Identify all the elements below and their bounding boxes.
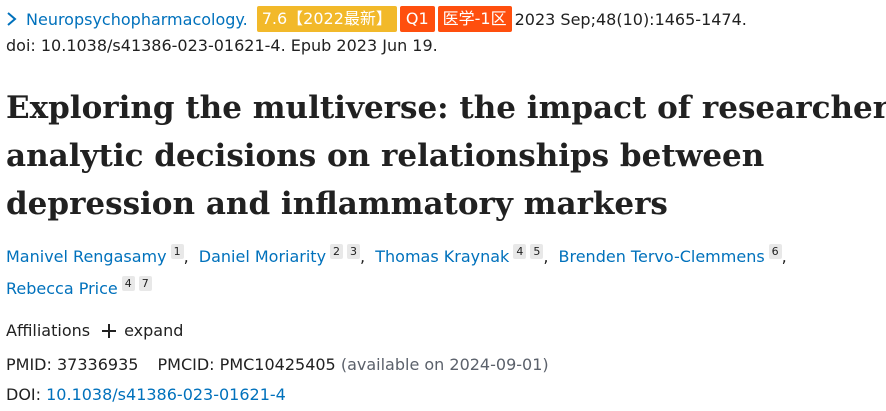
journal-link[interactable]: Neuropsychopharmacology.	[26, 9, 248, 29]
author-item: Brenden Tervo-Clemmens 6,	[558, 244, 792, 266]
author-list: Manivel Rengasamy 1, Daniel Moriarity 2 3, …	[6, 241, 876, 305]
pmid-value: 37336935	[56, 355, 139, 374]
author-item: Thomas Kraynak 4 5,	[375, 244, 558, 266]
cas-zone-badge: 医学-1区	[437, 6, 512, 32]
author-item: Manivel Rengasamy 1,	[6, 244, 199, 266]
plus-icon	[102, 323, 117, 338]
quartile-badge: Q1	[399, 6, 435, 32]
affiliation-ref[interactable]: 6	[768, 244, 782, 259]
author-link[interactable]: Rebecca Price	[6, 279, 118, 298]
doi-row: DOI: 10.1038/s41386-023-01621-4	[6, 385, 286, 404]
author-item: Daniel Moriarity 2 3,	[198, 244, 375, 266]
affiliations-section: Affiliations expand	[6, 321, 183, 340]
citation-doi-epub: doi: 10.1038/s41386-023-01621-4. Epub 20…	[6, 36, 438, 55]
article-title-line: depression and inflammatory markers	[6, 186, 668, 222]
pmcid-value: PMC10425405	[219, 355, 336, 374]
affiliation-ref[interactable]: 5	[530, 244, 544, 259]
author-link[interactable]: Brenden Tervo-Clemmens	[558, 247, 765, 266]
affiliation-ref[interactable]: 1	[170, 244, 184, 259]
affiliation-ref[interactable]: 7	[138, 276, 152, 291]
pmcid-label: PMCID:	[157, 355, 215, 374]
affiliation-ref[interactable]: 3	[347, 244, 361, 259]
author-separator: ,	[183, 247, 189, 266]
author-link[interactable]: Manivel Rengasamy	[6, 247, 167, 266]
author-separator: ,	[360, 247, 366, 266]
author-separator: ,	[543, 247, 549, 266]
article-title-line: analytic decisions on relationships betw…	[6, 138, 765, 174]
expand-label: expand	[124, 321, 184, 340]
chevron-right-icon[interactable]	[6, 9, 18, 29]
author-item: Rebecca Price 4 7	[6, 276, 152, 298]
expand-affiliations-button[interactable]: expand	[102, 321, 183, 340]
pmid-label: PMID:	[6, 355, 52, 374]
affiliation-ref[interactable]: 4	[121, 276, 135, 291]
affiliations-label: Affiliations	[6, 321, 91, 340]
author-link[interactable]: Daniel Moriarity	[198, 247, 327, 266]
doi-label: DOI:	[6, 385, 42, 404]
affiliation-ref[interactable]: 2	[330, 244, 344, 259]
pmc-availability: (available on 2024-09-01)	[340, 355, 549, 374]
publication-date: 2023 Sep;48(10):1465-1474.	[514, 9, 747, 29]
identifiers-row: PMID: 37336935 PMCID: PMC10425405 (avail…	[6, 355, 549, 374]
author-separator: ,	[781, 247, 787, 266]
author-link[interactable]: Thomas Kraynak	[375, 247, 510, 266]
citation-line: Neuropsychopharmacology. 7.6【2022最新】 Q1 …	[6, 6, 747, 32]
article-title-line: Exploring the multiverse: the impact of …	[6, 90, 886, 126]
doi-link[interactable]: 10.1038/s41386-023-01621-4	[46, 385, 286, 404]
affiliation-ref[interactable]: 4	[513, 244, 527, 259]
impact-factor-badge: 7.6【2022最新】	[256, 6, 397, 32]
article-title: Exploring the multiverse: the impact of …	[6, 84, 886, 228]
